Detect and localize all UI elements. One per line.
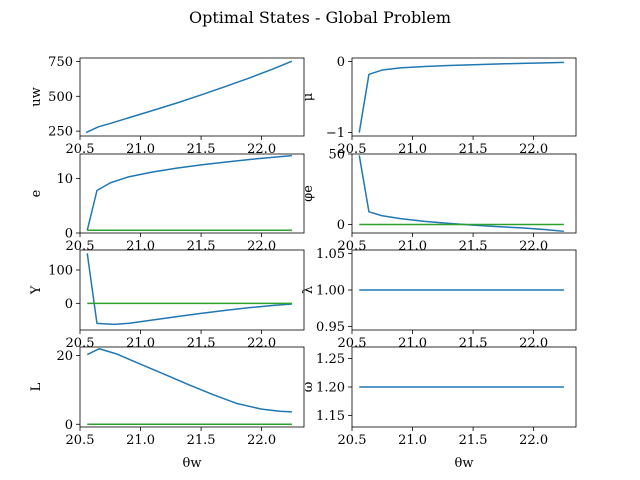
y-axis-label-Y: Y — [29, 285, 44, 295]
plot-frame-Y — [79, 249, 305, 331]
y-tick-label-uw-1: 500 — [48, 90, 73, 105]
x-tick-label-lambda-21.5: 21.5 — [459, 336, 488, 351]
x-tick-label-Y-21.5: 21.5 — [187, 336, 216, 351]
y-tick-label-omega-1: 1.20 — [316, 381, 345, 396]
x-tick-label-omega-21.5: 21.5 — [459, 433, 488, 448]
x-tick-label-mu-20.5: 20.5 — [338, 142, 367, 157]
x-tick-label-phie-22.0: 22.0 — [519, 239, 548, 254]
x-tick-label-phie-21.0: 21.0 — [398, 239, 427, 254]
x-tick-label-phie-21.5: 21.5 — [459, 239, 488, 254]
subplot-L: 20.5 21.0 21.5 22.0 0 20 Lθw — [29, 346, 305, 471]
y-axis-label-mu: μ — [301, 93, 316, 101]
x-axis-label-omega: θw — [455, 456, 474, 471]
x-axis-label-L: θw — [183, 456, 202, 471]
series-line-e-0 — [86, 154, 292, 231]
plot-frame-e — [79, 153, 305, 234]
plot-frame-mu — [351, 57, 577, 137]
y-axis-label-phie: φe — [301, 185, 316, 202]
subplot-mu: 20.5 21.0 21.5 22.0 −1 0 μ — [301, 55, 577, 157]
x-tick-label-L-20.5: 20.5 — [66, 433, 95, 448]
y-tick-label-e-0: 0 — [65, 227, 73, 242]
x-tick-label-L-21.5: 21.5 — [187, 433, 216, 448]
y-tick-label-lambda-2: 1.05 — [316, 247, 345, 262]
series-line-L-0 — [86, 347, 292, 413]
y-tick-label-lambda-0: 0.95 — [316, 320, 345, 335]
y-tick-label-Y-1: 100 — [48, 264, 73, 279]
y-axis-label-e: e — [29, 189, 44, 197]
x-tick-label-uw-22.0: 22.0 — [247, 142, 276, 157]
series-line-Y-0 — [86, 253, 292, 326]
x-tick-label-mu-22.0: 22.0 — [519, 142, 548, 157]
subplot-uw: 20.5 21.0 21.5 22.0 250 500 750 uw — [29, 55, 305, 157]
y-axis-label-L: L — [29, 382, 44, 391]
y-tick-label-uw-2: 750 — [48, 55, 73, 70]
x-tick-label-mu-21.0: 21.0 — [398, 142, 427, 157]
y-tick-label-phie-0: 0 — [337, 218, 345, 233]
x-tick-label-uw-20.5: 20.5 — [66, 142, 95, 157]
x-tick-label-Y-22.0: 22.0 — [247, 336, 276, 351]
subplot-omega: 20.5 21.0 21.5 22.0 1.15 1.20 1.25 ω θw — [301, 346, 577, 471]
y-tick-label-L-1: 20 — [56, 349, 73, 364]
series-line-phie-0 — [358, 155, 564, 233]
y-tick-label-e-1: 10 — [56, 172, 73, 187]
y-tick-label-omega-2: 1.25 — [316, 352, 345, 367]
plot-frame-L — [79, 346, 305, 428]
y-axis-label-uw: uw — [29, 87, 44, 107]
y-tick-label-L-0: 0 — [65, 418, 73, 433]
plot-frame-phie — [351, 153, 577, 234]
series-line-mu-0 — [358, 61, 564, 133]
x-tick-label-mu-21.5: 21.5 — [459, 142, 488, 157]
plot-frame-uw — [79, 57, 305, 137]
y-tick-label-omega-0: 1.15 — [316, 409, 345, 424]
x-tick-label-L-21.0: 21.0 — [126, 433, 155, 448]
x-tick-label-e-22.0: 22.0 — [247, 239, 276, 254]
x-tick-label-omega-20.5: 20.5 — [338, 433, 367, 448]
subplot-lambda: 20.5 21.0 21.5 22.00.951.001.05λ — [301, 247, 577, 351]
y-tick-label-uw-0: 250 — [48, 125, 73, 140]
x-tick-label-e-21.0: 21.0 — [126, 239, 155, 254]
y-tick-label-mu-1: 0 — [337, 55, 345, 70]
x-tick-label-e-21.5: 21.5 — [187, 239, 216, 254]
x-tick-label-uw-21.5: 21.5 — [187, 142, 216, 157]
series-line-uw-0 — [85, 60, 293, 134]
x-tick-label-Y-21.0: 21.0 — [126, 336, 155, 351]
y-tick-label-mu-0: −1 — [326, 126, 345, 141]
x-tick-label-L-22.0: 22.0 — [247, 433, 276, 448]
chart-title: Optimal States - Global Problem — [189, 8, 451, 27]
y-axis-label-omega: ω — [301, 382, 316, 393]
y-tick-label-Y-0: 0 — [65, 297, 73, 312]
y-tick-label-lambda-1: 1.00 — [316, 284, 345, 299]
x-tick-label-lambda-21.0: 21.0 — [398, 336, 427, 351]
x-tick-label-uw-21.0: 21.0 — [126, 142, 155, 157]
x-tick-label-omega-22.0: 22.0 — [519, 433, 548, 448]
y-axis-label-lambda: λ — [301, 286, 316, 294]
x-tick-label-lambda-22.0: 22.0 — [519, 336, 548, 351]
y-tick-label-phie-1: 50 — [328, 148, 345, 163]
x-tick-label-omega-21.0: 21.0 — [398, 433, 427, 448]
